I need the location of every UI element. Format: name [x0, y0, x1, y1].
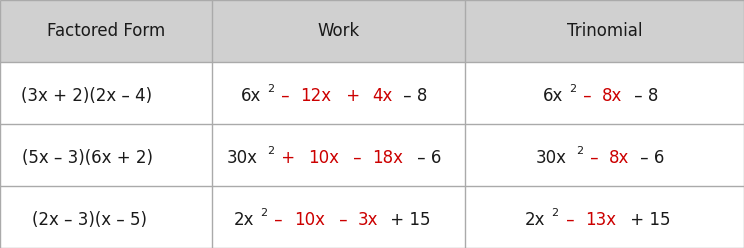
Text: –: – — [585, 149, 603, 167]
Text: 3x: 3x — [358, 211, 379, 229]
Text: – 6: – 6 — [412, 149, 441, 167]
Text: 30x: 30x — [536, 149, 567, 167]
Text: –: – — [269, 211, 288, 229]
Text: Trinomial: Trinomial — [567, 22, 642, 40]
Bar — [0, 0, 744, 62]
Text: (5x – 3)(6x + 2): (5x – 3)(6x + 2) — [22, 149, 153, 167]
Text: 2: 2 — [568, 84, 576, 94]
Text: 2: 2 — [267, 146, 275, 156]
Text: 13x: 13x — [585, 211, 616, 229]
Text: 8x: 8x — [609, 149, 629, 167]
Text: 10x: 10x — [294, 211, 325, 229]
Text: + 15: + 15 — [385, 211, 430, 229]
Text: –: – — [276, 87, 295, 105]
Text: –: – — [334, 211, 353, 229]
Text: 30x: 30x — [227, 149, 258, 167]
Text: – 8: – 8 — [629, 87, 658, 105]
Text: – 8: – 8 — [399, 87, 428, 105]
Text: –: – — [578, 87, 597, 105]
Text: 2: 2 — [576, 146, 583, 156]
Text: 2x: 2x — [525, 211, 545, 229]
Text: 8x: 8x — [603, 87, 623, 105]
Text: (3x + 2)(2x – 4): (3x + 2)(2x – 4) — [22, 87, 153, 105]
Text: +: + — [276, 149, 301, 167]
Text: (2x – 3)(x – 5): (2x – 3)(x – 5) — [32, 211, 147, 229]
Text: 6x: 6x — [241, 87, 261, 105]
Text: – 6: – 6 — [635, 149, 665, 167]
Text: –: – — [347, 149, 367, 167]
Text: 18x: 18x — [372, 149, 403, 167]
Text: 2: 2 — [551, 208, 559, 218]
Text: 6x: 6x — [542, 87, 563, 105]
Text: 12x: 12x — [301, 87, 332, 105]
Text: –: – — [561, 211, 580, 229]
Text: 10x: 10x — [308, 149, 339, 167]
Text: 2x: 2x — [234, 211, 254, 229]
Text: Factored Form: Factored Form — [47, 22, 165, 40]
Bar — [0, 62, 744, 248]
Text: Work: Work — [318, 22, 359, 40]
Text: + 15: + 15 — [625, 211, 671, 229]
Text: +: + — [341, 87, 365, 105]
Text: 2: 2 — [260, 208, 267, 218]
Text: 4x: 4x — [372, 87, 393, 105]
Text: 2: 2 — [267, 84, 274, 94]
